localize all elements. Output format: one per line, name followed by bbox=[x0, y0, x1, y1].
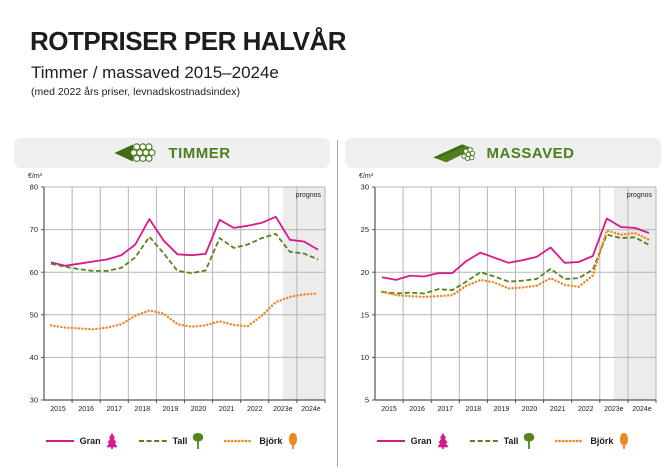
birch-tree-icon bbox=[289, 433, 298, 449]
x-axis-year-label: 2020 bbox=[522, 406, 538, 413]
series-line-gran bbox=[381, 217, 650, 281]
page-title: ROTPRISER PER HALVÅR bbox=[30, 26, 347, 56]
panel-divider bbox=[337, 140, 338, 467]
legend-line-sample bbox=[376, 440, 405, 442]
legend-item-gran: Gran bbox=[376, 433, 449, 449]
spruce-tree-icon bbox=[106, 433, 118, 449]
x-axis-year-label: 2016 bbox=[78, 406, 94, 413]
x-axis-year-label: 2017 bbox=[437, 406, 453, 413]
prognos-label: prognos bbox=[296, 192, 322, 199]
x-axis-year-label: 2022 bbox=[578, 406, 594, 413]
panel-timmer: TIMMER €/m³ 30 40 50 60 70 80 2015 2016 2017 2018… bbox=[14, 138, 330, 468]
y-axis-tick-label: 70 bbox=[30, 225, 38, 234]
x-axis-year-label: 2023e bbox=[604, 406, 624, 413]
unit-label: €/m³ bbox=[359, 173, 373, 180]
legend-line-sample bbox=[555, 439, 586, 443]
spruce-tree-icon bbox=[437, 433, 449, 449]
legend-label: Gran bbox=[79, 436, 101, 446]
y-axis-tick-label: 80 bbox=[30, 183, 38, 192]
forecast-shaded-region bbox=[613, 187, 656, 400]
legend: Gran Tall Björk bbox=[14, 433, 330, 449]
legend-item-gran: Gran bbox=[45, 433, 118, 449]
legend-line-sample bbox=[469, 440, 498, 442]
legend-item-björk: Björk bbox=[555, 433, 630, 449]
x-axis-year-label: 2019 bbox=[494, 406, 510, 413]
y-gridlines-and-labels: 30 40 50 60 70 80 bbox=[30, 183, 325, 405]
y-axis-tick-label: 15 bbox=[361, 310, 369, 319]
x-axis-year-label: 2024e bbox=[301, 406, 321, 413]
legend-label: Tall bbox=[503, 436, 519, 446]
y-axis-tick-label: 30 bbox=[361, 183, 369, 192]
x-axis-year-label: 2018 bbox=[466, 406, 482, 413]
x-axis-year-label: 2020 bbox=[191, 406, 207, 413]
x-axis-year-label: 2015 bbox=[381, 406, 397, 413]
x-axis-year-label: 2019 bbox=[163, 406, 179, 413]
x-axis-year-label: 2024e bbox=[632, 406, 652, 413]
x-axis-year-label: 2021 bbox=[219, 406, 235, 413]
pulpwood-logs-icon bbox=[432, 144, 475, 163]
legend: Gran Tall Björk bbox=[345, 433, 661, 449]
panel-massaved: MASSAVED €/m³ 5 10 15 20 25 30 2015 2016 2017 201… bbox=[345, 138, 661, 468]
y-axis-tick-label: 60 bbox=[30, 268, 38, 277]
page-note: (med 2022 års priser, levnadskostnadsind… bbox=[31, 86, 240, 98]
x-axis-year-label: 2016 bbox=[409, 406, 425, 413]
series-line-tall bbox=[381, 233, 650, 295]
legend-line-sample bbox=[224, 439, 255, 443]
legend-label: Tall bbox=[172, 436, 188, 446]
massaved-panel-header: MASSAVED bbox=[345, 138, 661, 168]
x-gridlines-and-labels: 2015 2016 2017 2018 2019 2020 2021 2022 2023e 202… bbox=[381, 187, 657, 413]
birch-tree-icon bbox=[620, 433, 629, 449]
legend-label: Björk bbox=[590, 436, 614, 446]
x-axis-year-label: 2018 bbox=[135, 406, 151, 413]
title-block: ROTPRISER PER HALVÅR Timmer / massaved 2… bbox=[30, 26, 347, 98]
x-gridlines-and-labels: 2015 2016 2017 2018 2019 2020 2021 2022 2023e 202… bbox=[50, 187, 326, 413]
y-axis-tick-label: 40 bbox=[30, 353, 38, 362]
legend-item-tall: Tall bbox=[138, 433, 205, 449]
y-axis-tick-label: 20 bbox=[361, 268, 369, 277]
legend-label: Gran bbox=[410, 436, 432, 446]
x-axis-year-label: 2017 bbox=[106, 406, 122, 413]
series-line-björk bbox=[49, 292, 320, 331]
unit-label: €/m³ bbox=[28, 173, 42, 180]
x-axis-year-label: 2022 bbox=[247, 406, 263, 413]
y-axis-tick-label: 50 bbox=[30, 310, 38, 319]
pine-tree-icon bbox=[524, 433, 535, 449]
y-axis-tick-label: 25 bbox=[361, 225, 369, 234]
pine-tree-icon bbox=[193, 433, 204, 449]
legend-item-tall: Tall bbox=[469, 433, 536, 449]
prognos-label: prognos bbox=[627, 192, 653, 199]
legend-line-sample bbox=[138, 440, 167, 442]
page-subtitle: Timmer / massaved 2015–2024e bbox=[31, 63, 279, 82]
y-axis-tick-label: 30 bbox=[30, 396, 38, 405]
timmer-panel-header: TIMMER bbox=[14, 138, 330, 168]
timber-logs-icon bbox=[114, 143, 156, 162]
series-line-björk bbox=[380, 229, 651, 299]
timmer-chart: 30 40 50 60 70 80 2015 2016 2017 2018 2019 2020 2021… bbox=[30, 183, 326, 413]
legend-item-björk: Björk bbox=[224, 433, 299, 449]
panel-title-massaved: MASSAVED bbox=[486, 144, 575, 162]
y-axis-tick-label: 5 bbox=[365, 396, 369, 405]
series-line-gran bbox=[50, 215, 319, 267]
panel-title-timmer: TIMMER bbox=[168, 144, 231, 162]
x-axis-year-label: 2015 bbox=[50, 406, 66, 413]
legend-line-sample bbox=[45, 440, 74, 442]
y-axis-tick-label: 10 bbox=[361, 353, 369, 362]
x-axis-year-label: 2023e bbox=[273, 406, 293, 413]
x-axis-year-label: 2021 bbox=[550, 406, 566, 413]
legend-label: Björk bbox=[259, 436, 283, 446]
